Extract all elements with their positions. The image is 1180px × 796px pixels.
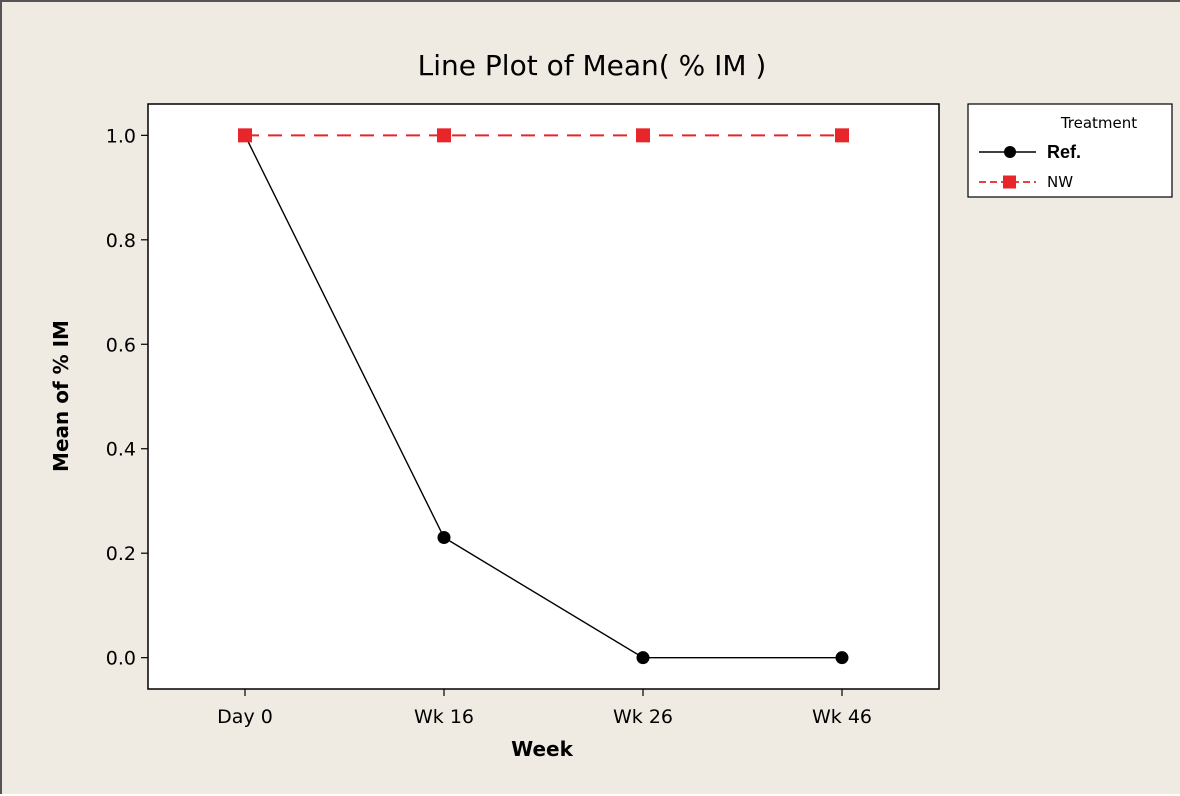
data-point-ref xyxy=(437,531,451,545)
x-tick-label: Wk 46 xyxy=(812,706,872,728)
y-axis: 0.0 0.2 0.4 0.6 0.8 1.0 xyxy=(106,125,148,670)
legend-title: Treatment xyxy=(1060,114,1137,132)
chart-title: Line Plot of Mean( % IM ) xyxy=(418,49,767,82)
x-tick-label: Wk 26 xyxy=(613,706,673,728)
x-axis: Day 0 Wk 16 Wk 26 Wk 46 xyxy=(217,689,872,728)
plot-area xyxy=(147,103,940,690)
legend-label-nw: NW xyxy=(1047,173,1073,191)
legend-marker-nw xyxy=(1003,175,1016,189)
y-tick-label: 0.4 xyxy=(106,439,136,461)
series-layer xyxy=(238,128,849,665)
series-line-ref xyxy=(244,135,842,659)
legend-marker-ref xyxy=(1004,146,1016,158)
y-tick-label: 0.0 xyxy=(106,648,136,670)
data-point-nw xyxy=(636,128,650,143)
x-tick-label: Day 0 xyxy=(217,706,273,728)
y-tick-label: 1.0 xyxy=(106,125,136,147)
legend: Treatment Ref. NW xyxy=(967,103,1173,198)
data-point-nw xyxy=(835,128,849,143)
data-point-nw xyxy=(238,128,252,143)
x-tick-label: Wk 16 xyxy=(414,706,474,728)
data-point-nw xyxy=(437,128,451,143)
legend-label-ref: Ref. xyxy=(1047,142,1081,162)
y-tick-label: 0.8 xyxy=(106,230,136,252)
x-axis-label: Week xyxy=(511,737,573,761)
y-axis-label: Mean of % IM xyxy=(49,320,73,472)
y-tick-label: 0.6 xyxy=(106,334,136,356)
data-point-ref xyxy=(636,651,650,665)
data-point-ref xyxy=(835,651,849,665)
y-tick-label: 0.2 xyxy=(106,543,136,565)
legend-items: Ref. NW xyxy=(979,142,1081,191)
